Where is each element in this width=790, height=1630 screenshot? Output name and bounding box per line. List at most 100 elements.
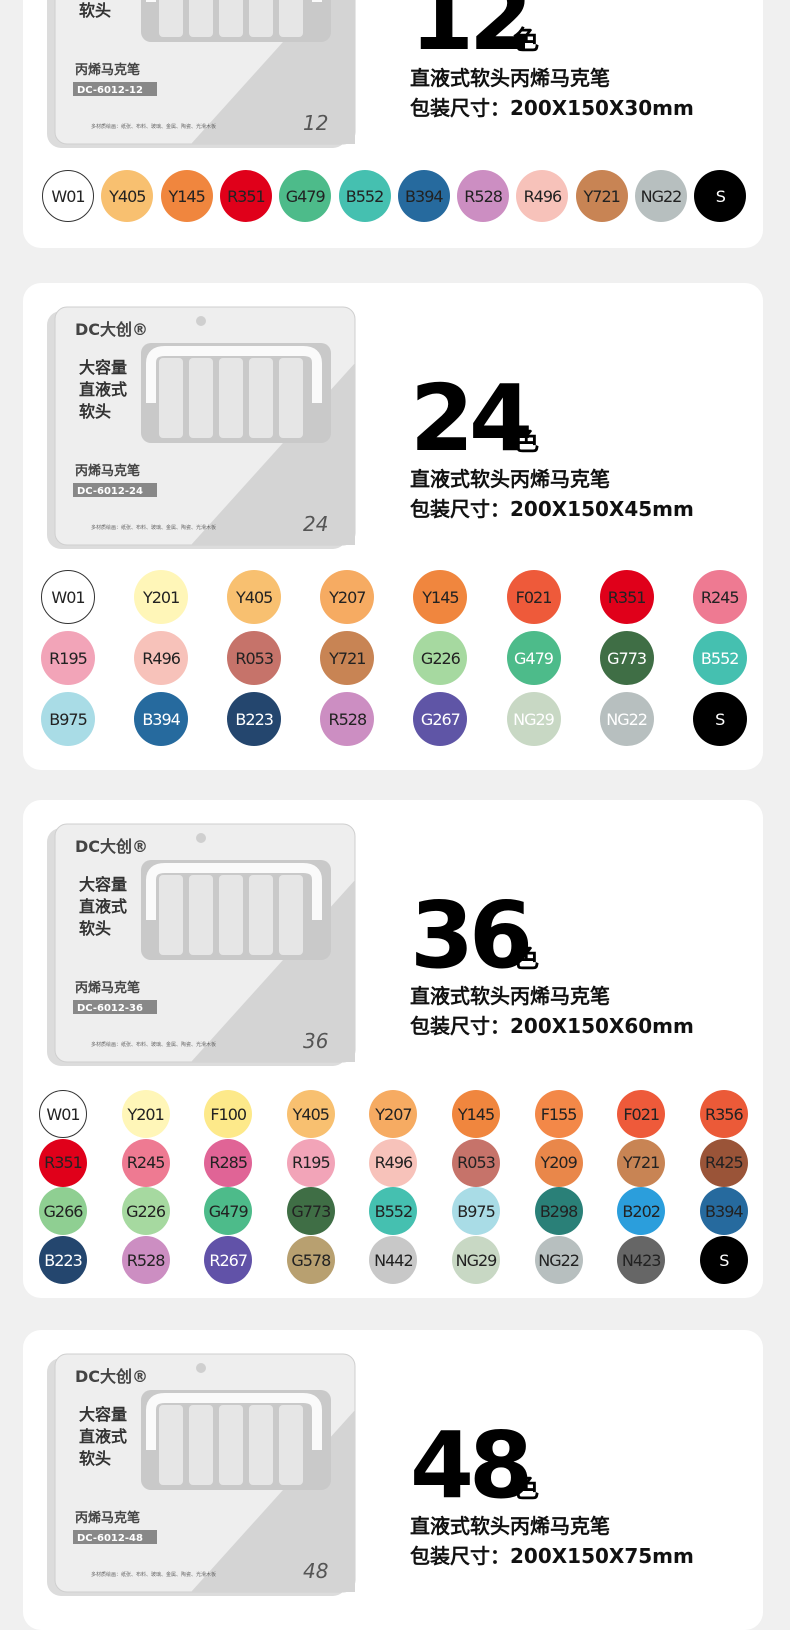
- brand: DC大创®: [75, 1367, 148, 1386]
- pen: [219, 358, 243, 438]
- product-title: 直液式软头丙烯马克笔: [410, 467, 610, 491]
- product-title: 直液式软头丙烯马克笔: [410, 1514, 610, 1538]
- feature: 软头: [79, 919, 111, 938]
- color-swatch: B298: [534, 1187, 583, 1236]
- pen: [279, 875, 303, 955]
- color-swatch: R053: [452, 1138, 500, 1187]
- product-card: DC大创®大容量直液式软头丙烯马克笔DC-6012-1212多材质绘画：纸张、布…: [23, 0, 763, 248]
- package-size: 包装尺寸：200X150X60mm: [410, 1014, 694, 1038]
- color-swatch: B223: [227, 692, 282, 746]
- color-swatch: Y207: [369, 1090, 418, 1138]
- color-swatch: G226: [413, 631, 468, 685]
- product-name: 丙烯马克笔: [75, 980, 140, 996]
- color-swatch: NG22: [635, 170, 687, 222]
- color-swatch: G266: [39, 1187, 87, 1236]
- feature: 直液式: [79, 897, 127, 916]
- color-unit: 色: [513, 26, 540, 56]
- color-swatch: R528: [457, 170, 510, 222]
- color-swatch: R245: [692, 570, 747, 624]
- color-swatch: N423: [617, 1236, 666, 1285]
- pen: [159, 0, 183, 37]
- product-name: 丙烯马克笔: [75, 62, 140, 78]
- pen: [189, 358, 213, 438]
- color-swatch: Y145: [160, 170, 213, 222]
- color-swatch: W01: [41, 570, 95, 624]
- pen: [279, 358, 303, 438]
- pen: [219, 0, 243, 37]
- color-swatch: R285: [204, 1138, 253, 1187]
- color-swatch: Y207: [320, 570, 375, 624]
- color-swatch: R351: [219, 170, 272, 222]
- color-swatch: R267: [204, 1236, 253, 1285]
- feature: 软头: [79, 1, 111, 20]
- package-size: 包装尺寸：200X150X45mm: [410, 497, 694, 521]
- pen: [279, 0, 303, 37]
- color-swatch: R496: [369, 1138, 418, 1187]
- color-swatch: B394: [397, 170, 450, 222]
- pen: [249, 0, 273, 37]
- color-swatch: G226: [121, 1187, 170, 1236]
- color-swatch: R351: [599, 570, 654, 624]
- box-count: 48: [303, 1559, 328, 1583]
- product-title: 直液式软头丙烯马克笔: [410, 66, 610, 90]
- pen: [249, 358, 273, 438]
- color-swatch: G773: [286, 1187, 335, 1236]
- color-swatch: R195: [41, 631, 95, 685]
- color-swatch: F021: [617, 1090, 666, 1138]
- color-swatch: B975: [41, 692, 95, 746]
- color-swatch: Y405: [227, 570, 282, 624]
- color-swatch: B552: [692, 631, 747, 685]
- feature: 大容量: [79, 875, 127, 894]
- hang-hole: [196, 316, 206, 326]
- color-swatch: Y405: [101, 170, 154, 222]
- color-swatch: G267: [413, 692, 468, 746]
- color-swatch: R425: [699, 1138, 748, 1187]
- product-title: 直液式软头丙烯马克笔: [410, 984, 610, 1008]
- color-swatch: R496: [516, 170, 569, 222]
- color-swatch: B552: [338, 170, 391, 222]
- color-swatch: Y721: [575, 170, 628, 222]
- model: DC-6012-48: [77, 1533, 143, 1544]
- color-swatch: R351: [39, 1138, 87, 1187]
- color-swatch: G773: [599, 631, 654, 685]
- pen: [249, 1405, 273, 1485]
- color-swatch: B202: [617, 1187, 666, 1236]
- pen: [189, 0, 213, 37]
- color-swatch: Y201: [121, 1090, 170, 1138]
- color-swatch: S: [694, 170, 747, 222]
- brand: DC大创®: [75, 837, 148, 856]
- color-unit: 色: [513, 1474, 540, 1504]
- model-bg: [73, 82, 157, 96]
- box-count: 12: [303, 111, 328, 135]
- color-swatch: W01: [39, 1090, 87, 1138]
- pen: [159, 875, 183, 955]
- color-unit: 色: [513, 427, 540, 457]
- model: DC-6012-24: [77, 486, 143, 497]
- pen: [159, 358, 183, 438]
- handle: [146, 1393, 322, 1450]
- pen: [249, 875, 273, 955]
- handle: [146, 346, 322, 403]
- color-swatch: Y721: [617, 1138, 666, 1187]
- color-swatch: R245: [121, 1138, 170, 1187]
- model-bg: [73, 483, 157, 497]
- color-swatch: Y145: [413, 570, 468, 624]
- package-image: DC大创®大容量直液式软头丙烯马克笔DC-6012-1212多材质绘画：纸张、布…: [47, 0, 356, 148]
- color-swatch: B552: [369, 1187, 418, 1236]
- materials: 多材质绘画：纸张、布料、玻璃、金属、陶瓷、光滑木板: [91, 1041, 216, 1048]
- hang-hole: [196, 1363, 206, 1373]
- pen: [189, 875, 213, 955]
- color-swatch: Y405: [286, 1090, 335, 1138]
- color-swatch: R496: [134, 631, 189, 685]
- color-swatch: R053: [227, 631, 282, 685]
- product-card: DC大创® 大容量 直液式 软头 丙烯马克笔 DC-6012-36 36 多材质绘画：纸张、布…: [23, 800, 763, 1298]
- color-swatch: F155: [534, 1090, 583, 1138]
- color-swatch: NG22: [599, 692, 654, 746]
- box-count: 36: [303, 1029, 328, 1053]
- feature: 直液式: [79, 380, 127, 399]
- box-count: 24: [303, 512, 328, 536]
- color-swatch: G479: [506, 631, 561, 685]
- pen: [159, 1405, 183, 1485]
